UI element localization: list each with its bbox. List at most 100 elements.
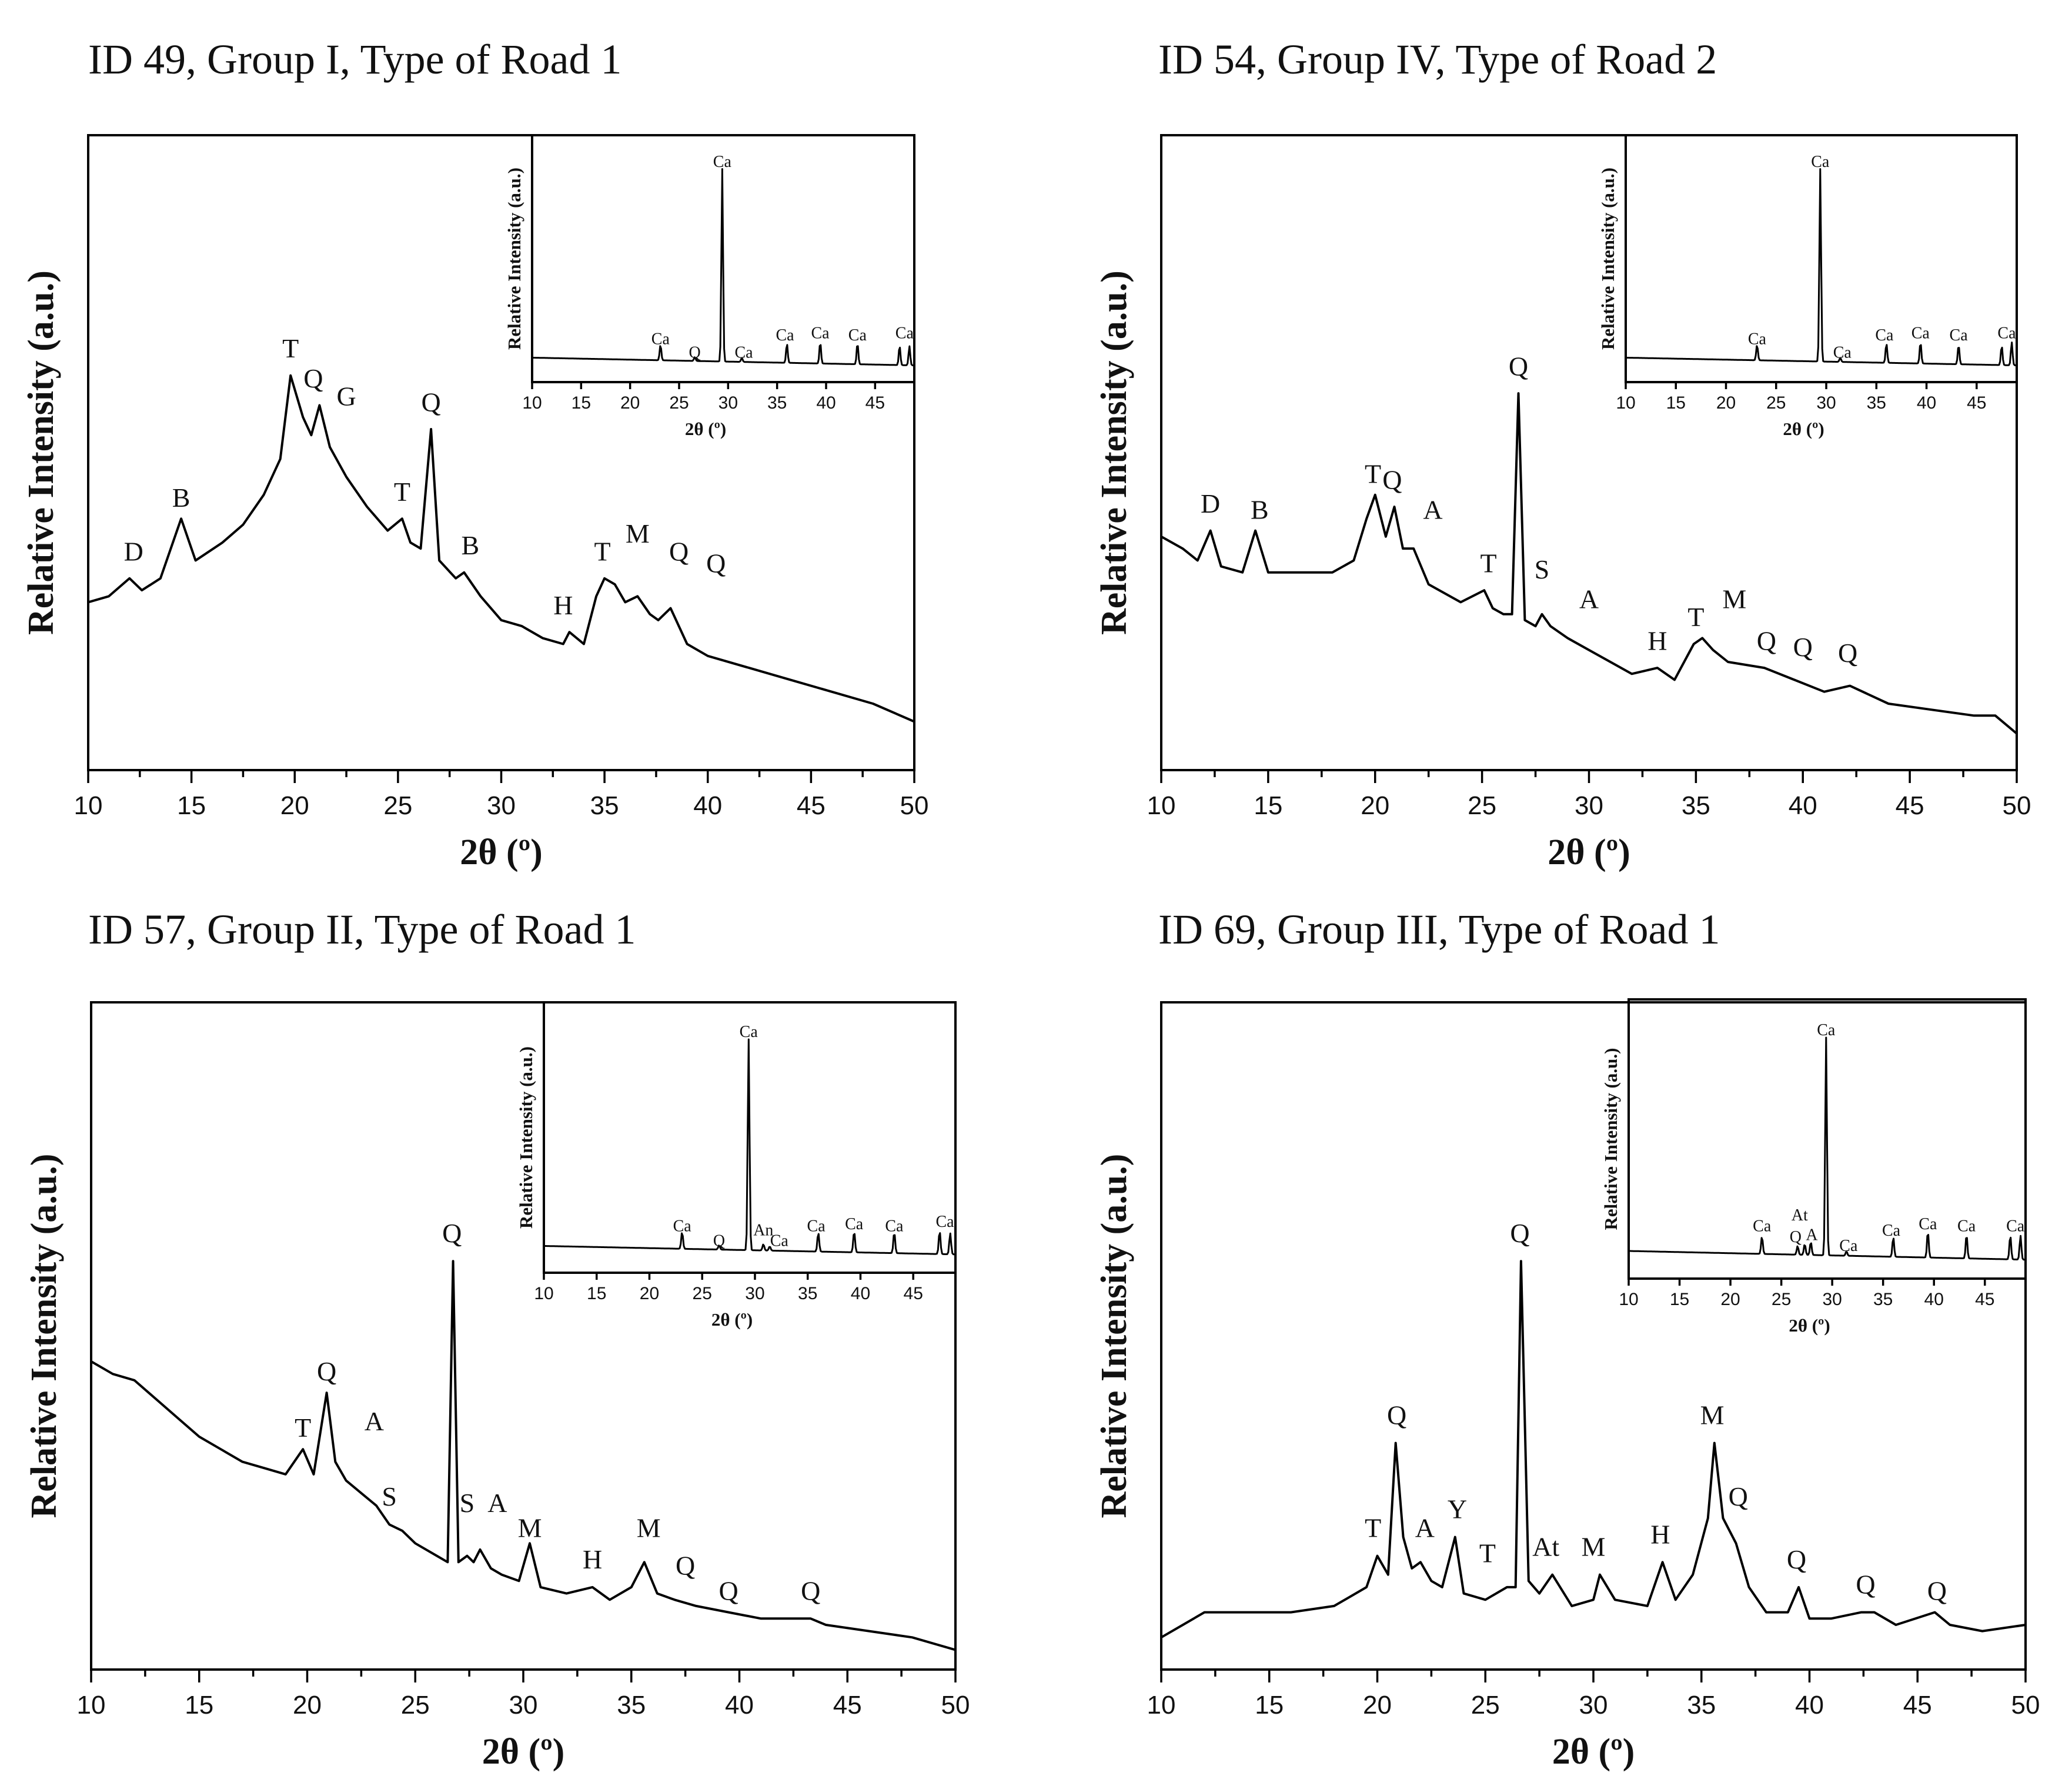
chart-panel-2: ID 54, Group IV, Type of Road 2 10 15 20 25 3… [1094, 36, 2031, 872]
x-tick-label: 10 [1147, 791, 1176, 820]
peak-label: H [1650, 1519, 1670, 1549]
inset-peak-label: Ca [1811, 153, 1830, 171]
inset-x-tick-label: 35 [798, 1284, 817, 1303]
inset-x-tick-label: 45 [865, 393, 885, 413]
inset-peak-label: Ca [1997, 325, 2016, 343]
peak-label: B [1251, 494, 1269, 524]
x-tick-label: 25 [1468, 791, 1496, 820]
peak-label: M [1582, 1532, 1606, 1562]
peak-label: S [1535, 554, 1550, 584]
inset-frame [531, 134, 915, 383]
inset-peak-label: Ca [1753, 1217, 1772, 1236]
peak-label: Q [1757, 626, 1776, 656]
series-line [1160, 1260, 2026, 1639]
inset-x-tick-label: 40 [816, 393, 836, 413]
chart-title: ID 69, Group III, Type of Road 1 [1158, 906, 1720, 953]
x-tick-label: 30 [509, 1691, 538, 1720]
peak-label: T [394, 477, 410, 507]
x-tick-label: 30 [1579, 1691, 1608, 1720]
inset-peak-label: Ca [1833, 343, 1852, 362]
inset-peak-label: Ca [1875, 326, 1894, 344]
x-tick-label: 20 [280, 791, 309, 820]
peak-label: Y [1448, 1494, 1467, 1524]
peak-label: H [583, 1544, 602, 1574]
inset-peak-label: Ca [848, 326, 867, 344]
peak-label: Q [801, 1575, 820, 1605]
x-tick-label: 10 [77, 1691, 106, 1720]
peak-label: A [1423, 494, 1442, 524]
inset-x-tick-label: 30 [1816, 393, 1836, 413]
inset-peak-label: Ca [811, 325, 830, 343]
peak-label: Q [1382, 465, 1402, 495]
inset-chart: 10 15 20 25 30 35 40 45 2θ (º) Relative Intensity… [1598, 134, 2018, 439]
y-axis-label: Relative Intensity (a.u.) [24, 1154, 64, 1518]
inset-frame [1625, 134, 2018, 383]
inset-peak-label: Ca [734, 343, 753, 362]
inset-x-tick-label: 15 [587, 1284, 606, 1303]
peak-label: Q [1793, 632, 1813, 662]
y-axis-label: Relative Intensity (a.u.) [1094, 1154, 1134, 1518]
plot-frame [1160, 134, 2018, 771]
peak-label: T [282, 333, 299, 363]
peak-label: Q [1509, 352, 1528, 382]
inset-chart: 10 15 20 25 30 35 40 45 2θ (º) Relative Intensity… [504, 134, 915, 439]
inset-peak-label: A [1806, 1226, 1818, 1244]
inset-chart: 10 15 20 25 30 35 40 45 2θ (º) Relative Intensity… [516, 1001, 957, 1330]
inset-peak-label: Ca [673, 1217, 692, 1235]
inset-peak-label: Ca [1817, 1021, 1836, 1039]
x-tick-label: 40 [1795, 1691, 1824, 1720]
peak-label: T [1480, 548, 1496, 578]
inset-x-tick-label: 20 [620, 393, 640, 413]
inset-peak-label: Ca [1882, 1222, 1901, 1240]
x-axis-label: 2θ (º) [482, 1732, 565, 1772]
peak-label: A [365, 1406, 384, 1436]
x-tick-label: 45 [1896, 791, 1924, 820]
x-tick-label: 15 [1254, 791, 1282, 820]
inset-series-line [532, 168, 914, 366]
peak-label: D [124, 536, 143, 566]
x-tick-label: 50 [900, 791, 929, 820]
inset-x-tick-label: 40 [851, 1284, 870, 1303]
inset-peak-label: Ca [895, 325, 914, 343]
inset-peak-label: An [753, 1222, 773, 1240]
x-tick-label: 20 [1361, 791, 1389, 820]
inset-peak-label: Q [713, 1232, 725, 1250]
inset-x-tick-label: 35 [1873, 1290, 1893, 1309]
peak-label: Q [1838, 638, 1857, 668]
peak-label: S [460, 1488, 475, 1518]
inset-peak-label: Ca [1950, 326, 1969, 344]
inset-x-tick-label: 45 [904, 1284, 923, 1303]
x-tick-label: 45 [1903, 1691, 1932, 1720]
x-tick-label: 50 [2011, 1691, 2040, 1720]
inset-peak-label: Ca [1748, 330, 1767, 348]
x-tick-label: 25 [401, 1691, 430, 1720]
inset-peak-label: Ca [770, 1232, 789, 1250]
inset-x-tick-label: 20 [640, 1284, 659, 1303]
inset-x-axis-label: 2θ (º) [685, 419, 726, 439]
peak-label: A [1579, 584, 1599, 614]
inset-x-axis-label: 2θ (º) [711, 1309, 753, 1330]
x-tick-label: 35 [617, 1691, 646, 1720]
y-axis-label: Relative Intensity (a.u.) [21, 270, 61, 635]
x-tick-label: 30 [487, 791, 516, 820]
x-tick-label: 15 [177, 791, 206, 820]
x-tick-label: 45 [833, 1691, 862, 1720]
inset-x-tick-label: 20 [1720, 1290, 1740, 1309]
chart-panel-3: ID 57, Group II, Type of Road 1 10 15 20 25 3… [24, 906, 970, 1772]
peak-label: D [1201, 489, 1220, 518]
chart-panel-1: ID 49, Group I, Type of Road 1 10 15 20 25 30… [21, 36, 928, 872]
y-axis-label: Relative Intensity (a.u.) [1094, 270, 1134, 635]
x-tick-label: 20 [293, 1691, 322, 1720]
x-axis-label: 2θ (º) [1548, 832, 1630, 872]
series-line [88, 374, 915, 723]
x-tick-label: 40 [725, 1691, 754, 1720]
peak-label: M [637, 1513, 661, 1543]
inset-x-tick-label: 30 [745, 1284, 764, 1303]
peak-label: A [1415, 1513, 1435, 1543]
peak-label: Q [669, 536, 689, 566]
peak-label: T [1365, 459, 1381, 489]
inset-y-axis-label: Relative Intensity (a.u.) [504, 168, 524, 350]
inset-peak-label: Ca [776, 326, 794, 344]
inset-x-tick-label: 40 [1917, 393, 1936, 413]
